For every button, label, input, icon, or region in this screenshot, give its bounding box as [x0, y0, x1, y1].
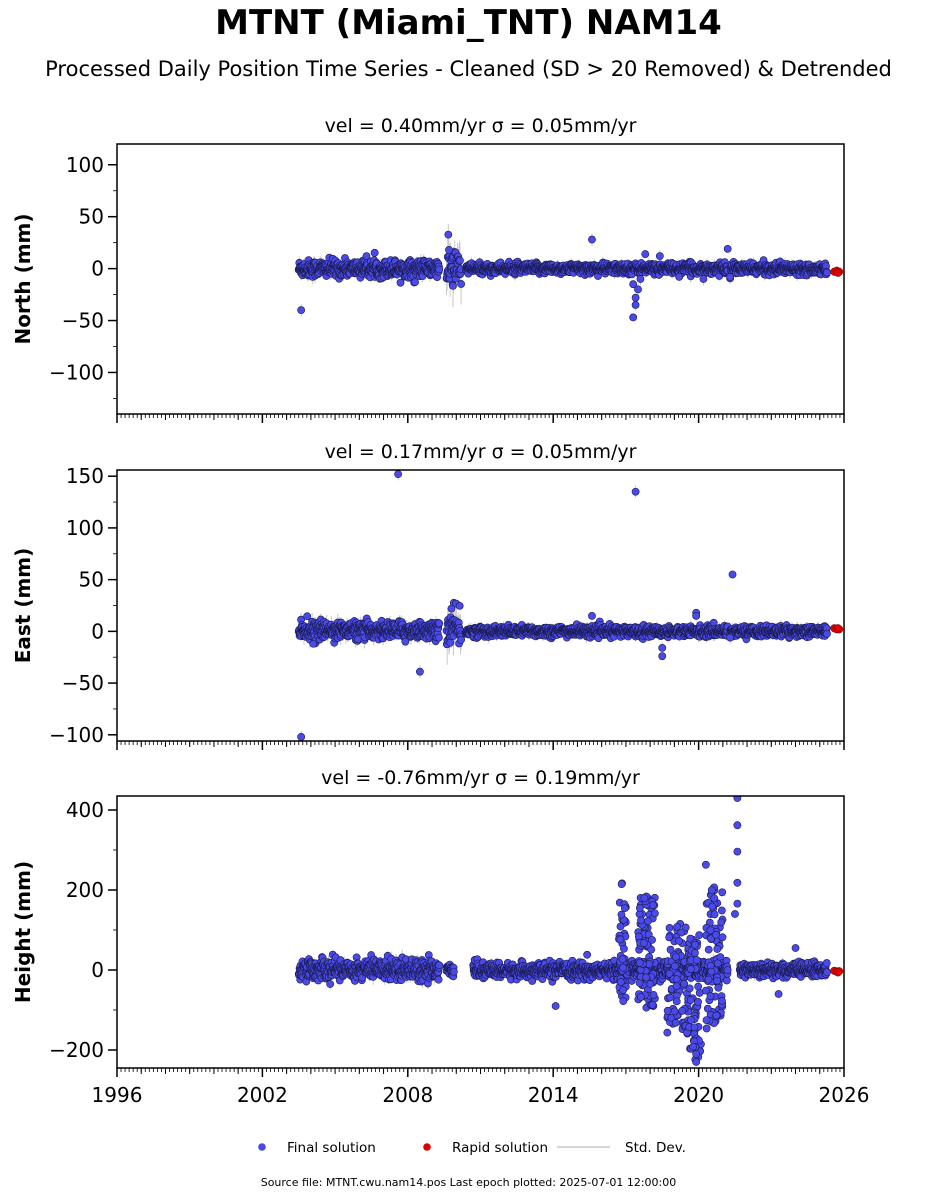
- y-tick-label: 0: [91, 257, 104, 281]
- final-point: [629, 313, 638, 322]
- final-point: [411, 278, 419, 287]
- final-point: [297, 306, 306, 315]
- final-point: [457, 635, 466, 644]
- rapid-point: [833, 268, 842, 277]
- final-point: [636, 275, 645, 283]
- y-tick-label: −100: [49, 360, 104, 384]
- final-solution-points: [294, 470, 844, 741]
- final-point: [444, 230, 453, 239]
- final-point: [699, 275, 708, 283]
- axes-frame: [116, 143, 845, 415]
- final-point: [449, 281, 457, 290]
- final-point: [588, 235, 596, 244]
- final-point: [303, 612, 312, 621]
- final-point: [435, 265, 444, 274]
- final-point: [354, 635, 362, 644]
- y-tick-label: 50: [79, 205, 104, 229]
- final-point: [641, 250, 650, 258]
- y-tick-label: 100: [66, 153, 104, 177]
- x-axis: [116, 414, 845, 423]
- final-point: [435, 633, 443, 642]
- final-point: [723, 244, 732, 253]
- final-point: [445, 246, 453, 254]
- final-point: [655, 252, 664, 261]
- final-point: [675, 273, 684, 281]
- y-tick-label: −50: [62, 309, 104, 333]
- subplot-title: vel = 0.40mm/yr σ = 0.05mm/yr: [325, 115, 637, 137]
- final-point: [455, 602, 464, 610]
- final-point: [634, 285, 642, 294]
- subplot-1: 100 50 0 −50 −100 North (mm) vel = 0.40mm/yr σ…: [11, 115, 845, 423]
- final-point: [631, 293, 640, 302]
- y-axis: 100 50 0 −50 −100: [49, 153, 117, 399]
- final-point: [457, 280, 466, 288]
- std-dev-bars: [298, 470, 828, 741]
- final-solution-points: [294, 230, 844, 322]
- final-point: [396, 278, 405, 287]
- final-point: [456, 256, 464, 265]
- final-point: [726, 273, 735, 281]
- final-point: [631, 301, 640, 309]
- y-axis-label: North (mm): [11, 213, 35, 344]
- page-title: MTNT (Miami_TNT) NAM14: [215, 3, 722, 43]
- final-point: [435, 619, 444, 628]
- final-point: [629, 280, 638, 289]
- final-point: [823, 268, 831, 277]
- page-subtitle: Processed Daily Position Time Series - C…: [45, 57, 892, 81]
- final-point: [370, 248, 379, 257]
- final-point: [446, 638, 455, 647]
